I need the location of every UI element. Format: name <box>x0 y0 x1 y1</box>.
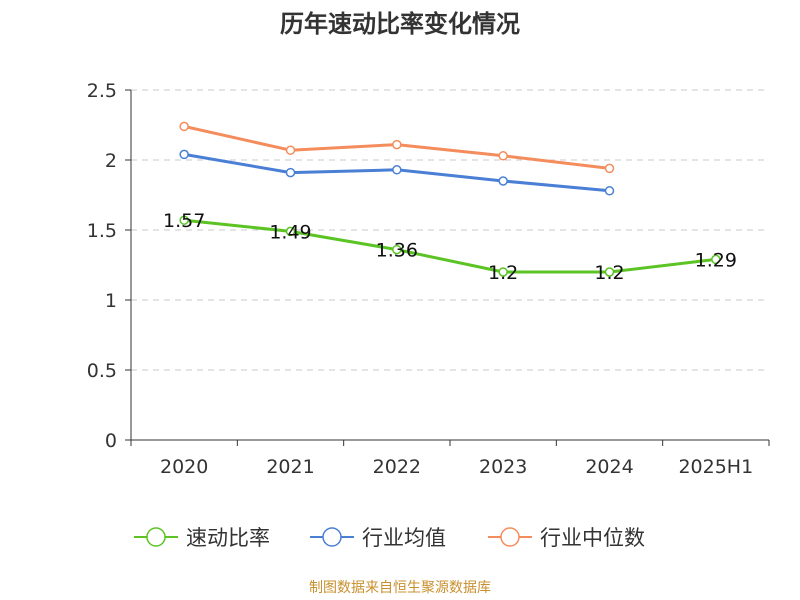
y-tick-label: 1 <box>105 290 117 312</box>
y-tick-label: 2.5 <box>87 80 117 102</box>
data-point-series-2 <box>285 167 296 178</box>
data-point-series-3 <box>179 121 189 132</box>
data-point-series-1 <box>392 244 402 255</box>
data-label: 1.36 <box>376 240 418 262</box>
legend-label-2: 行业均值 <box>362 526 446 550</box>
x-tick-label: 2025H1 <box>678 456 753 478</box>
data-point-series-1 <box>711 254 721 265</box>
series-line-1 <box>184 218 716 274</box>
data-label: 1.57 <box>163 210 205 232</box>
data-label: 1.29 <box>695 249 737 271</box>
x-tick-label: 2023 <box>479 456 527 478</box>
data-point-series-3 <box>604 163 615 174</box>
x-tick-label: 2024 <box>585 456 633 478</box>
data-label: 1.2 <box>488 262 518 284</box>
chart-title: 历年速动比率变化情况 <box>280 10 520 38</box>
data-point-series-2 <box>604 186 615 196</box>
y-tick-label: 0.5 <box>87 360 117 382</box>
x-tick-label: 2020 <box>160 456 208 478</box>
legend-marker-3 <box>500 527 520 547</box>
legend-marker-2 <box>322 527 342 547</box>
legend-label-3: 行业中位数 <box>540 526 645 550</box>
data-label: 1.2 <box>594 262 624 284</box>
source-note: 制图数据来自恒生聚源数据库 <box>309 580 491 596</box>
data-point-series-1 <box>285 226 296 237</box>
data-point-series-2 <box>498 176 508 186</box>
x-tick-label: 2022 <box>373 456 421 478</box>
data-point-series-1 <box>498 267 508 277</box>
x-tick-label: 2021 <box>266 456 314 478</box>
data-point-series-3 <box>392 139 402 150</box>
legend-marker-1 <box>146 527 166 547</box>
data-point-series-2 <box>179 149 189 160</box>
data-point-series-1 <box>604 267 615 277</box>
data-point-series-3 <box>285 145 296 155</box>
y-tick-label: 2 <box>105 150 117 172</box>
legend-label-1: 速动比率 <box>186 526 270 550</box>
data-label: 1.49 <box>269 221 311 243</box>
y-tick-label: 1.5 <box>87 220 117 242</box>
data-point-series-1 <box>179 215 189 225</box>
y-tick-label: 0 <box>105 430 117 452</box>
data-point-series-3 <box>498 151 508 161</box>
data-point-series-2 <box>392 165 402 175</box>
